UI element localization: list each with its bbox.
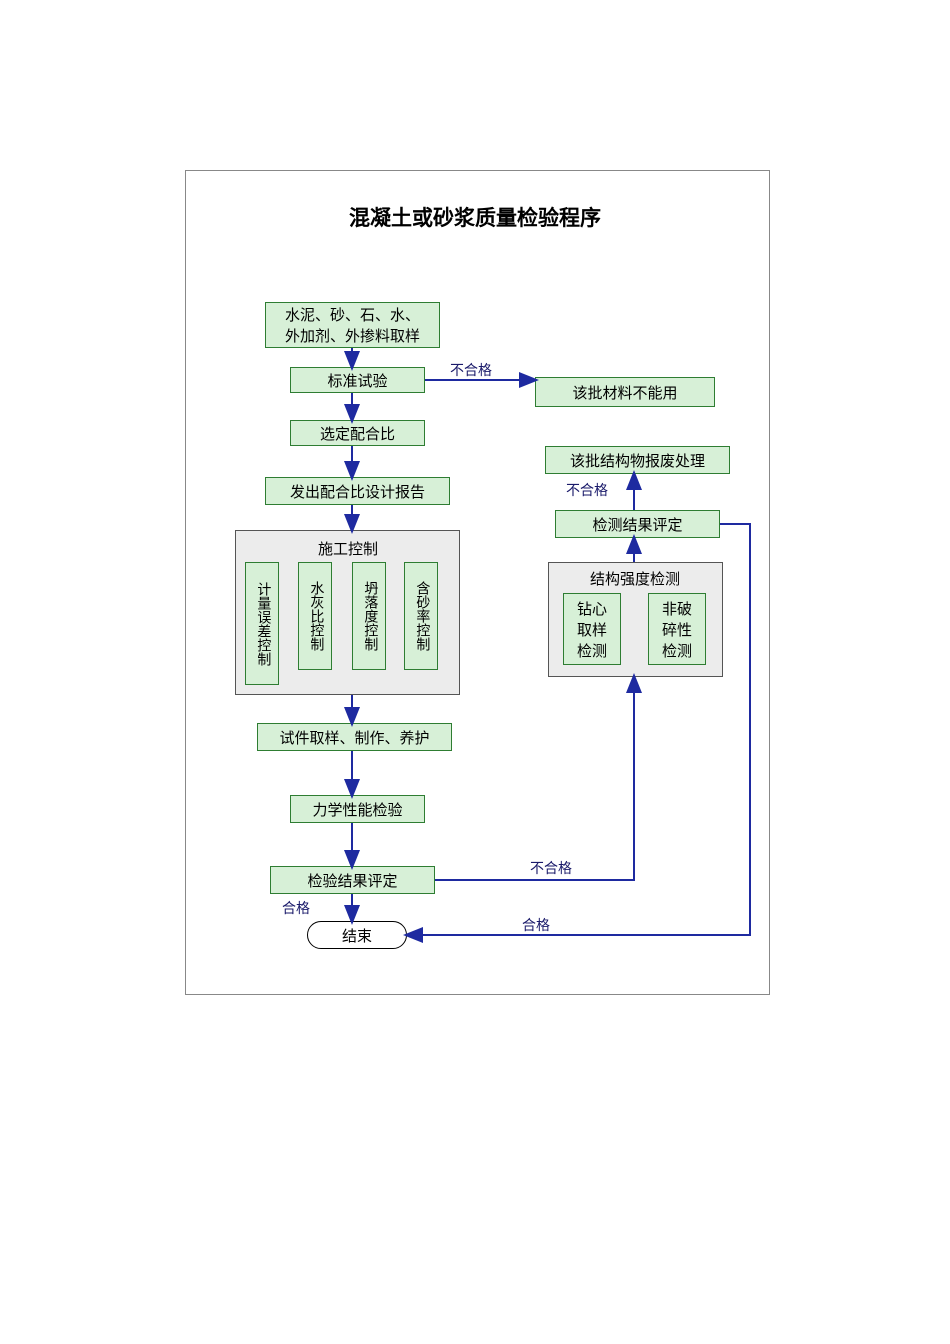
node-core-sampling: 钻心取样检测 xyxy=(563,593,621,665)
node-specimen-make: 试件取样、制作、养护 xyxy=(257,723,452,751)
node-select-mix: 选定配合比 xyxy=(290,420,425,446)
node-test-result-evaluate: 检测结果评定 xyxy=(555,510,720,538)
edge-label-pass-2: 合格 xyxy=(522,915,550,935)
node-scrap-structure: 该批结构物报废处理 xyxy=(545,446,730,474)
node-cc-slump: 坍落度控制 xyxy=(352,562,386,670)
edge-label-fail-3: 不合格 xyxy=(530,858,572,878)
flowchart-canvas: 混凝土或砂浆质量检验程序 水泥、砂、石、水、外加剂、外掺料取样 标准试验 选定配… xyxy=(0,0,950,1344)
edge-label-pass-1: 合格 xyxy=(282,898,310,918)
node-reject-material: 该批材料不能用 xyxy=(535,377,715,407)
node-cc-water-cement: 水灰比控制 xyxy=(298,562,332,670)
node-cc-metering: 计量误差控制 xyxy=(245,562,279,685)
diagram-title: 混凝土或砂浆质量检验程序 xyxy=(0,202,950,232)
node-mechanical-test: 力学性能检验 xyxy=(290,795,425,823)
node-materials-sampling: 水泥、砂、石、水、外加剂、外掺料取样 xyxy=(265,302,440,348)
edge-label-fail-2: 不合格 xyxy=(566,480,608,500)
edge-label-fail-1: 不合格 xyxy=(450,360,492,380)
container-construction-control-title: 施工控制 xyxy=(318,538,378,559)
node-cc-sand-rate: 含砂率控制 xyxy=(404,562,438,670)
container-structure-strength-title: 结构强度检测 xyxy=(590,568,680,589)
node-standard-test: 标准试验 xyxy=(290,367,425,393)
node-end: 结束 xyxy=(307,921,407,949)
node-mix-report: 发出配合比设计报告 xyxy=(265,477,450,505)
node-nondestructive: 非破碎性检测 xyxy=(648,593,706,665)
node-inspect-result-evaluate: 检验结果评定 xyxy=(270,866,435,894)
